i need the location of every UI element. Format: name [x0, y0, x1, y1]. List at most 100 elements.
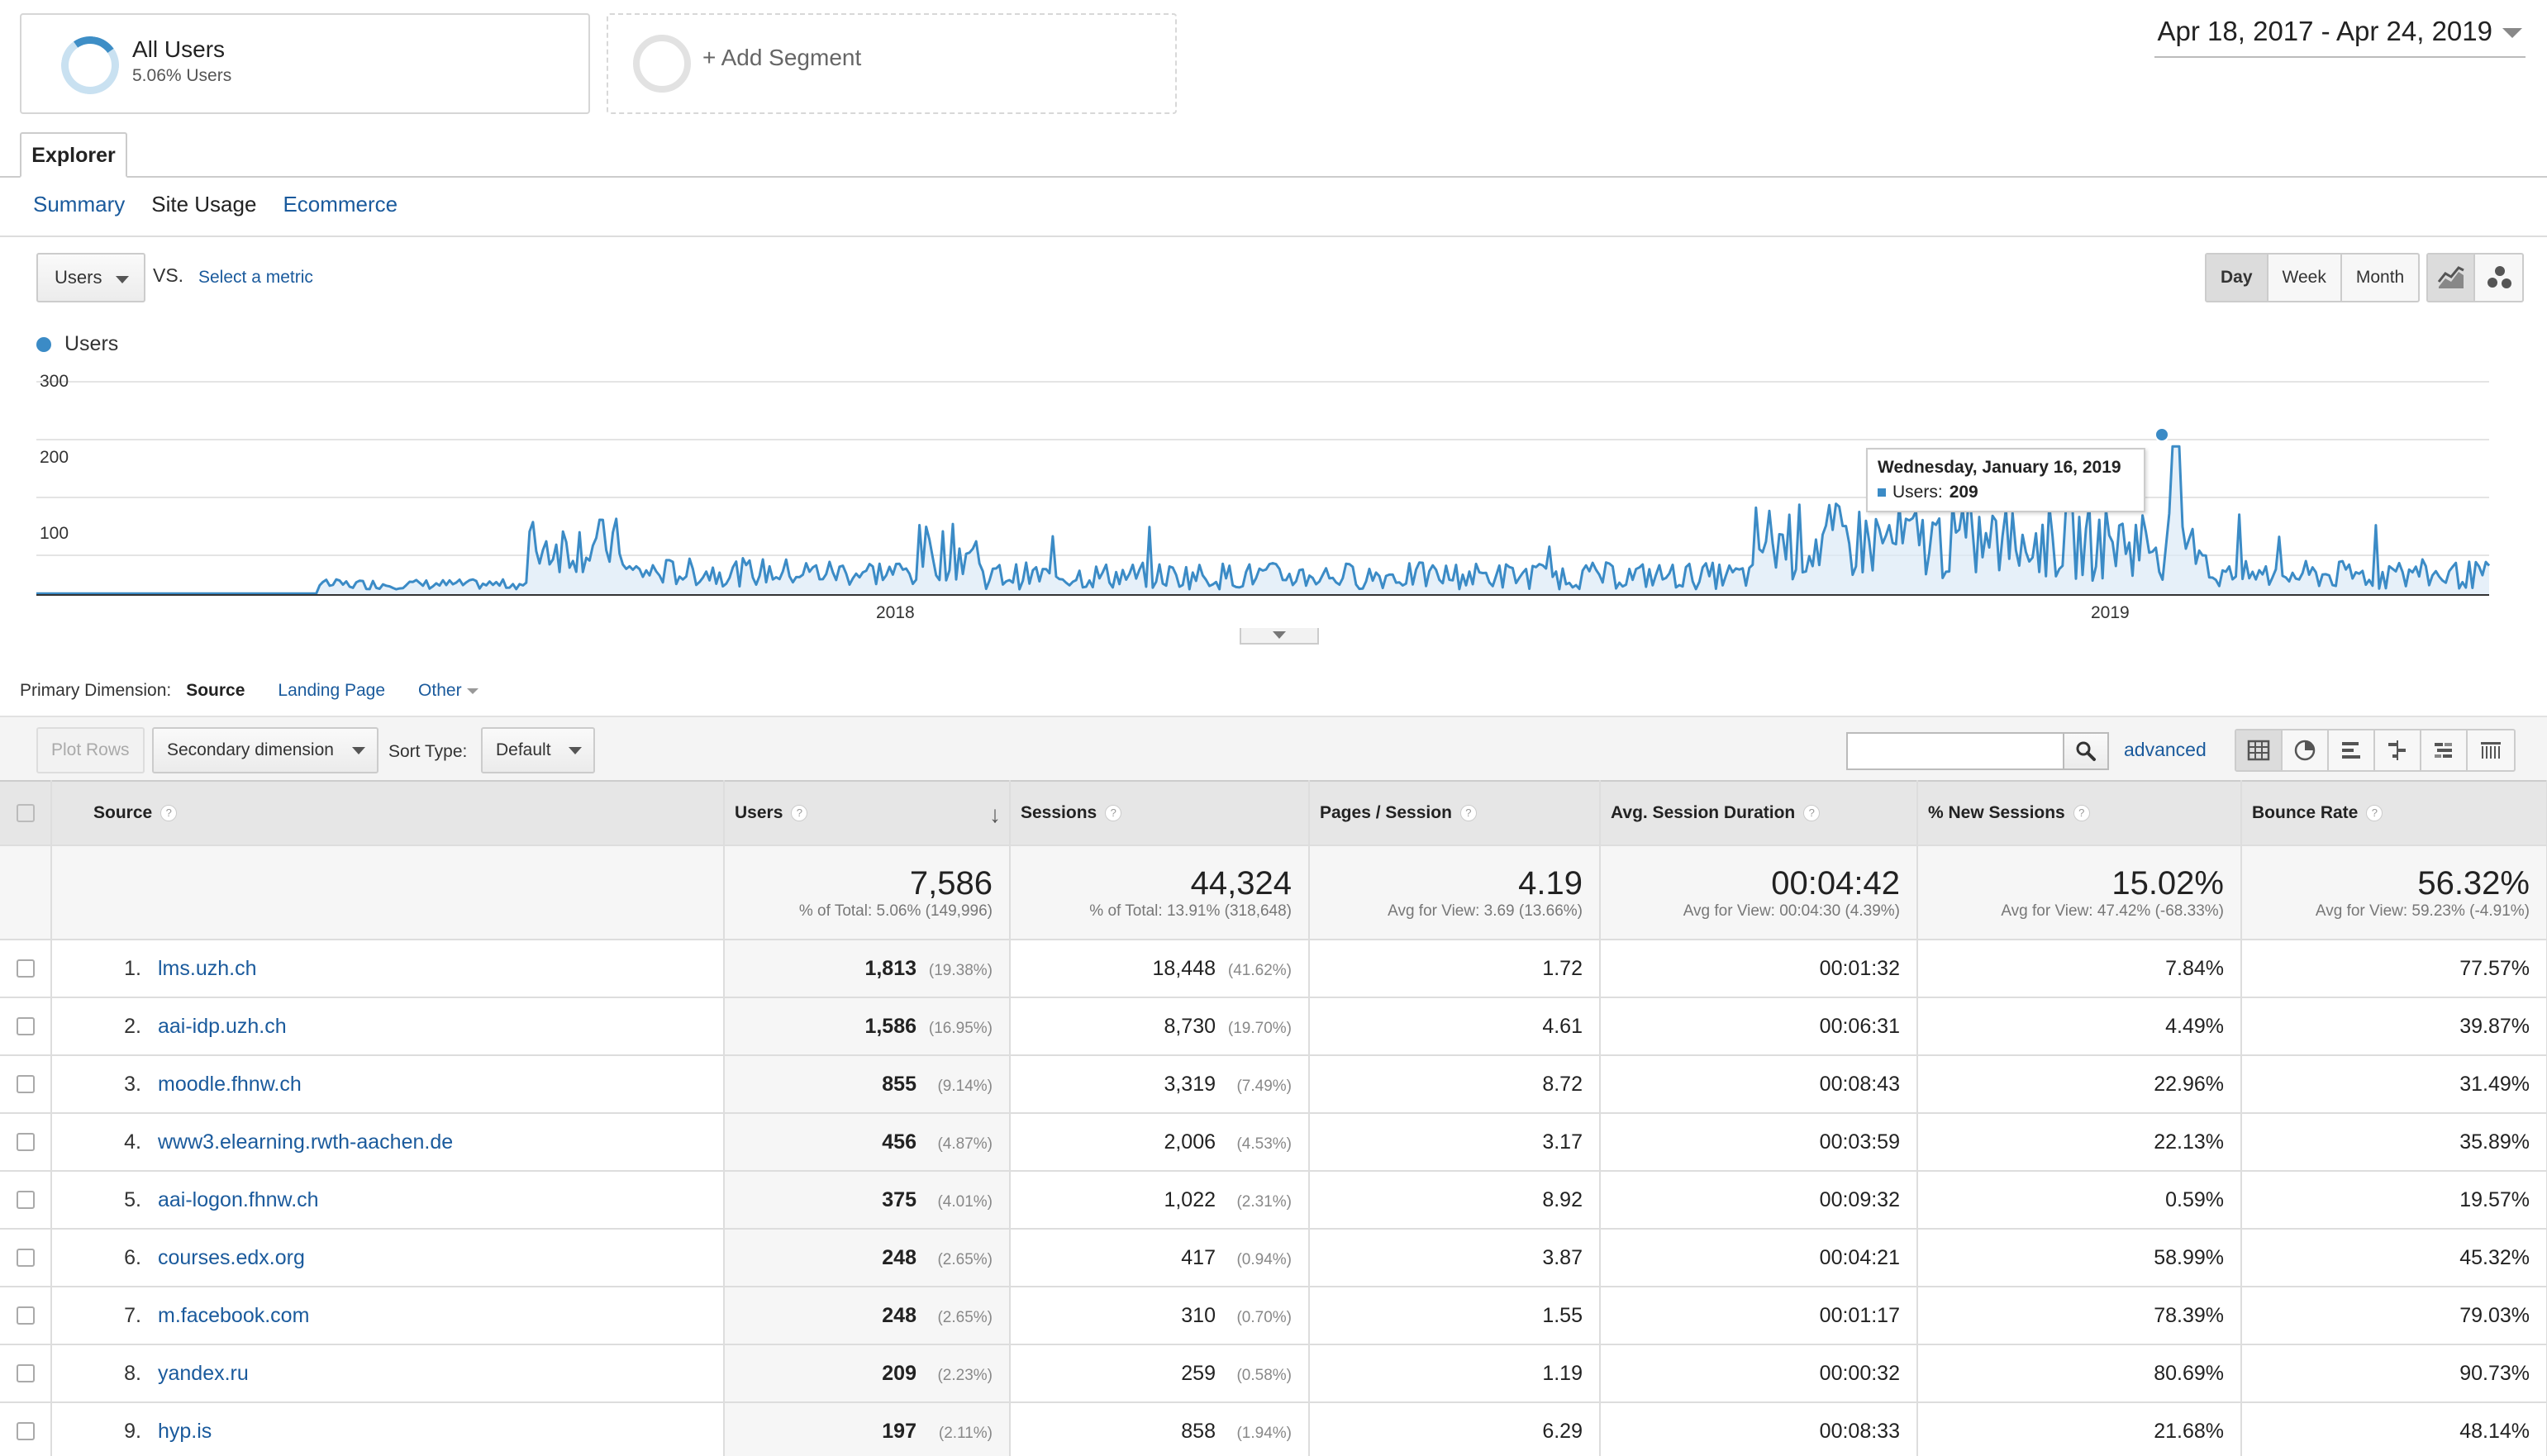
subtab-site-usage[interactable]: Site Usage	[151, 192, 257, 216]
period-month-button[interactable]: Month	[2355, 268, 2405, 287]
row-rank: 8.	[124, 1361, 141, 1385]
table-row[interactable]: 5. aai-logon.fhnw.ch 375 (4.01%) 1,022 (2.31%…	[0, 1171, 2547, 1230]
period-week-button[interactable]: Week	[2268, 255, 2342, 301]
vs-label: VS.	[153, 264, 184, 286]
help-icon[interactable]: ?	[2366, 805, 2383, 822]
row-checkbox-cell	[0, 1113, 52, 1172]
row-checkbox[interactable]	[16, 959, 35, 978]
help-icon[interactable]: ?	[1459, 805, 1477, 822]
dimension-source[interactable]: Source	[186, 681, 245, 700]
users-percent: (9.14%)	[937, 1077, 993, 1095]
add-segment-button[interactable]: + Add Segment	[607, 13, 1177, 114]
motion-chart-button[interactable]	[2475, 255, 2522, 301]
sort-type-select[interactable]: Default	[481, 727, 595, 773]
sessions-value: 858	[1181, 1419, 1216, 1443]
row-checkbox[interactable]	[16, 1249, 35, 1267]
dimension-other[interactable]: Other	[418, 681, 478, 701]
users-line-chart[interactable]: 300 200 100 2018 2019	[0, 364, 2547, 636]
sessions-value: 1,022	[1164, 1187, 1216, 1211]
row-checkbox[interactable]	[16, 1191, 35, 1209]
term-cloud-view-button[interactable]	[2421, 730, 2468, 770]
source-link[interactable]: aai-idp.uzh.ch	[158, 1014, 287, 1038]
tab-explorer[interactable]: Explorer	[20, 132, 127, 178]
source-link[interactable]: aai-logon.fhnw.ch	[158, 1187, 319, 1211]
table-row[interactable]: 8. yandex.ru 209 (2.23%) 259 (0.58%) 1.19 00:00…	[0, 1344, 2547, 1403]
header-users[interactable]: Users? ↓	[724, 780, 1011, 846]
header-pages-session[interactable]: Pages / Session?	[1309, 780, 1601, 846]
row-checkbox[interactable]	[16, 1422, 35, 1440]
bounce-rate-cell: 35.89%	[2241, 1113, 2547, 1172]
segment-all-users[interactable]: All Users 5.06% Users	[20, 13, 590, 114]
source-link[interactable]: yandex.ru	[158, 1361, 249, 1385]
source-link[interactable]: www3.elearning.rwth-aachen.de	[158, 1130, 454, 1154]
row-rank: 9.	[124, 1419, 141, 1443]
source-link[interactable]: m.facebook.com	[158, 1303, 310, 1327]
users-value: 209	[882, 1361, 916, 1385]
pivot-view-button[interactable]	[2468, 730, 2514, 770]
source-link[interactable]: lms.uzh.ch	[158, 956, 257, 980]
help-icon[interactable]: ?	[1105, 805, 1122, 822]
plot-rows-button[interactable]: Plot Rows	[36, 727, 145, 773]
select-all-checkbox[interactable]	[16, 804, 35, 822]
period-day-button[interactable]: Day	[2207, 255, 2268, 301]
bounce-rate-cell: 31.49%	[2241, 1055, 2547, 1114]
header-source[interactable]: Source?	[51, 780, 725, 846]
dimension-other-label: Other	[418, 681, 462, 700]
row-checkbox[interactable]	[16, 1017, 35, 1035]
table-row[interactable]: 9. hyp.is 197 (2.11%) 858 (1.94%) 6.29 00:08:33…	[0, 1402, 2547, 1456]
date-range-picker[interactable]: Apr 18, 2017 - Apr 24, 2019	[2154, 13, 2526, 58]
subtab-ecommerce[interactable]: Ecommerce	[283, 192, 398, 216]
header-avg-duration[interactable]: Avg. Session Duration?	[1600, 780, 1918, 846]
users-percent: (2.23%)	[937, 1366, 993, 1384]
help-icon[interactable]: ?	[1803, 805, 1821, 822]
tooltip-label: Users:	[1892, 483, 1943, 502]
new-sessions-cell: 21.68%	[1917, 1402, 2242, 1456]
select-metric-link[interactable]: Select a metric	[198, 268, 313, 287]
row-checkbox[interactable]	[16, 1075, 35, 1093]
row-checkbox[interactable]	[16, 1364, 35, 1382]
dimension-landing-page[interactable]: Landing Page	[278, 681, 386, 700]
total-sessions-note: % of Total: 13.91% (318,648)	[1089, 902, 1292, 920]
source-link[interactable]: moodle.fhnw.ch	[158, 1072, 302, 1096]
header-bounce-rate[interactable]: Bounce Rate?	[2241, 780, 2547, 846]
advanced-filter-link[interactable]: advanced	[2124, 739, 2207, 760]
header-new-sessions-label: % New Sessions	[1928, 803, 2065, 822]
comparison-view-button[interactable]	[2375, 730, 2421, 770]
secondary-dimension-select[interactable]: Secondary dimension	[152, 727, 378, 773]
subtab-summary[interactable]: Summary	[33, 192, 126, 216]
table-header-row: Source? Users? ↓ Sessions? Pages / Sessio…	[0, 780, 2547, 846]
table-row[interactable]: 7. m.facebook.com 248 (2.65%) 310 (0.70%) 1.55…	[0, 1287, 2547, 1345]
hover-data-point[interactable]	[2154, 427, 2169, 442]
row-checkbox-cell	[0, 940, 52, 998]
percentage-view-button[interactable]	[2283, 730, 2329, 770]
table-row[interactable]: 1. lms.uzh.ch 1,813 (19.38%) 18,448 (41.62%) 1…	[0, 940, 2547, 998]
users-value: 248	[882, 1245, 916, 1269]
table-search-input[interactable]	[1846, 732, 2064, 770]
x-tick-2019: 2019	[2091, 603, 2130, 622]
table-row[interactable]: 6. courses.edx.org 248 (2.65%) 417 (0.94%) 3.8…	[0, 1229, 2547, 1287]
users-cell: 209 (2.23%)	[724, 1344, 1011, 1403]
section-divider	[0, 236, 2547, 237]
table-row[interactable]: 4. www3.elearning.rwth-aachen.de 456 (4.87%…	[0, 1113, 2547, 1172]
line-chart-button[interactable]	[2428, 255, 2475, 301]
table-row[interactable]: 3. moodle.fhnw.ch 855 (9.14%) 3,319 (7.49%) 8.…	[0, 1055, 2547, 1114]
chart-collapse-toggle[interactable]	[1240, 628, 1319, 645]
performance-view-button[interactable]	[2329, 730, 2375, 770]
help-icon[interactable]: ?	[2073, 805, 2090, 822]
search-button[interactable]	[2063, 732, 2109, 770]
data-table-view-button[interactable]	[2236, 730, 2283, 770]
users-cell: 197 (2.11%)	[724, 1402, 1011, 1456]
metric-select[interactable]: Users	[36, 253, 145, 302]
row-checkbox[interactable]	[16, 1306, 35, 1325]
help-icon[interactable]: ?	[791, 805, 808, 822]
header-sessions[interactable]: Sessions?	[1010, 780, 1310, 846]
row-checkbox-cell	[0, 1055, 52, 1114]
source-link[interactable]: hyp.is	[158, 1419, 212, 1443]
header-new-sessions[interactable]: % New Sessions?	[1917, 780, 2242, 846]
source-link[interactable]: courses.edx.org	[158, 1245, 305, 1269]
select-all-cell	[0, 780, 52, 846]
help-icon[interactable]: ?	[160, 805, 178, 822]
source-cell: 4. www3.elearning.rwth-aachen.de	[51, 1113, 725, 1172]
row-checkbox[interactable]	[16, 1133, 35, 1151]
table-row[interactable]: 2. aai-idp.uzh.ch 1,586 (16.95%) 8,730 (19.70…	[0, 997, 2547, 1056]
